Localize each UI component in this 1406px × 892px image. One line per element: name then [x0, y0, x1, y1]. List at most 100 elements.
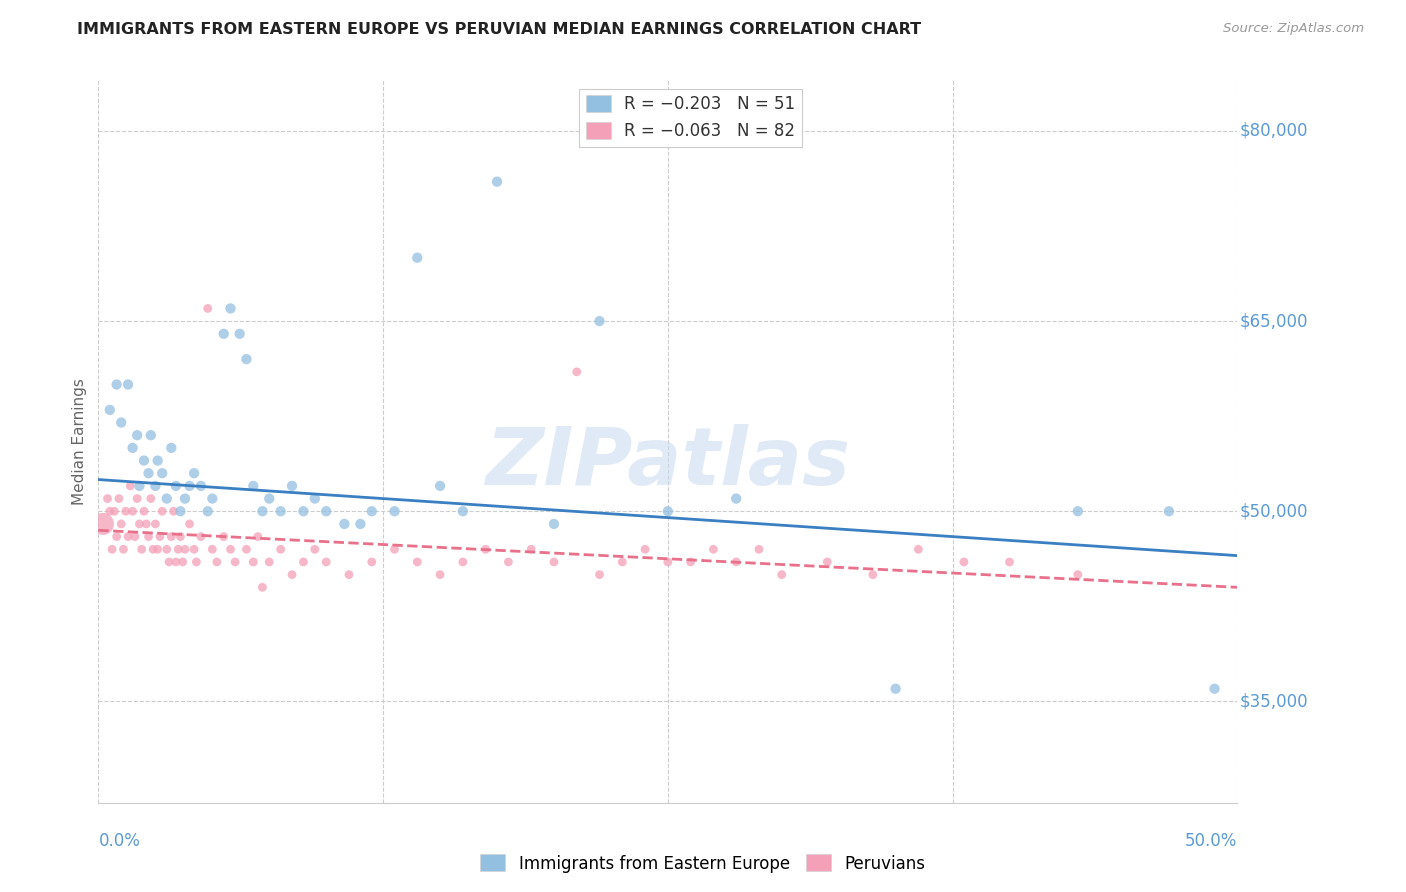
Point: [292, 504, 315, 518]
Point: [224, 555, 246, 569]
Point: [588, 567, 610, 582]
Point: [228, 326, 250, 341]
Point: [212, 326, 235, 341]
Point: [101, 542, 124, 557]
Point: [998, 555, 1021, 569]
Point: [242, 479, 264, 493]
Point: [270, 542, 292, 557]
Point: [259, 555, 281, 569]
Point: [160, 441, 183, 455]
Point: [201, 542, 224, 557]
Point: [145, 479, 167, 493]
Point: [205, 555, 228, 569]
Point: [172, 555, 194, 569]
Point: [190, 530, 212, 544]
Point: [96, 491, 118, 506]
Point: [281, 479, 304, 493]
Text: $65,000: $65,000: [1240, 312, 1308, 330]
Y-axis label: Median Earnings: Median Earnings: [72, 378, 87, 505]
Point: [165, 555, 187, 569]
Point: [162, 504, 184, 518]
Point: [748, 542, 770, 557]
Point: [157, 555, 180, 569]
Point: [105, 530, 128, 544]
Point: [179, 516, 201, 531]
Point: [474, 542, 496, 557]
Text: IMMIGRANTS FROM EASTERN EUROPE VS PERUVIAN MEDIAN EARNINGS CORRELATION CHART: IMMIGRANTS FROM EASTERN EUROPE VS PERUVI…: [77, 22, 921, 37]
Point: [252, 504, 274, 518]
Text: $80,000: $80,000: [1240, 122, 1308, 140]
Point: [725, 491, 748, 506]
Point: [884, 681, 907, 696]
Point: [634, 542, 657, 557]
Point: [702, 542, 724, 557]
Point: [121, 504, 143, 518]
Point: [183, 542, 205, 557]
Point: [128, 479, 150, 493]
Point: [429, 567, 451, 582]
Point: [165, 479, 187, 493]
Text: Source: ZipAtlas.com: Source: ZipAtlas.com: [1223, 22, 1364, 36]
Point: [98, 504, 121, 518]
Point: [451, 504, 474, 518]
Point: [139, 428, 162, 442]
Point: [384, 504, 406, 518]
Point: [132, 453, 155, 467]
Point: [127, 428, 149, 442]
Point: [169, 530, 191, 544]
Point: [252, 580, 274, 594]
Point: [117, 377, 139, 392]
Point: [235, 542, 257, 557]
Text: 50.0%: 50.0%: [1185, 831, 1237, 850]
Point: [169, 504, 191, 518]
Point: [242, 555, 264, 569]
Point: [160, 530, 183, 544]
Point: [815, 555, 838, 569]
Point: [120, 479, 142, 493]
Point: [212, 530, 235, 544]
Point: [139, 491, 162, 506]
Point: [197, 504, 219, 518]
Point: [498, 555, 520, 569]
Text: $50,000: $50,000: [1240, 502, 1308, 520]
Point: [138, 467, 160, 481]
Point: [770, 567, 793, 582]
Point: [451, 555, 474, 569]
Point: [110, 516, 132, 531]
Point: [142, 542, 165, 557]
Point: [150, 467, 173, 481]
Point: [907, 542, 929, 557]
Point: [612, 555, 634, 569]
Point: [588, 314, 610, 328]
Point: [190, 479, 212, 493]
Point: [131, 542, 153, 557]
Point: [304, 542, 326, 557]
Point: [304, 491, 326, 506]
Point: [565, 365, 588, 379]
Text: $35,000: $35,000: [1240, 692, 1308, 710]
Point: [337, 567, 360, 582]
Point: [315, 555, 337, 569]
Point: [114, 504, 136, 518]
Point: [1067, 504, 1090, 518]
Point: [186, 555, 208, 569]
Point: [108, 491, 131, 506]
Point: [725, 555, 748, 569]
Point: [103, 504, 125, 518]
Point: [105, 377, 128, 392]
Point: [862, 567, 884, 582]
Point: [117, 530, 139, 544]
Point: [315, 504, 337, 518]
Point: [953, 555, 976, 569]
Point: [219, 301, 242, 316]
Point: [149, 530, 172, 544]
Point: [128, 516, 150, 531]
Point: [91, 516, 114, 531]
Point: [360, 504, 382, 518]
Point: [406, 251, 429, 265]
Point: [657, 555, 679, 569]
Point: [270, 504, 292, 518]
Point: [156, 491, 179, 506]
Point: [384, 542, 406, 557]
Legend: R = −0.203   N = 51, R = −0.063   N = 82: R = −0.203 N = 51, R = −0.063 N = 82: [579, 88, 801, 146]
